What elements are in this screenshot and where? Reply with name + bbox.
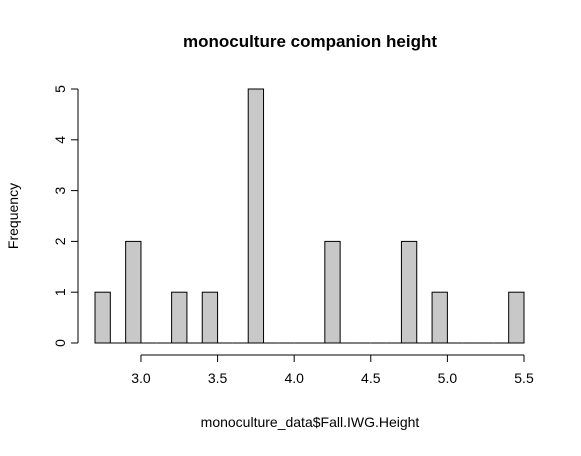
chart-title: monoculture companion height [183,32,437,51]
x-tick-label-4: 5.0 [438,370,458,386]
bars-group [94,88,525,344]
y-tick-label-4: 4 [52,136,68,144]
histogram-bar-20 [400,240,418,344]
y-tick-label-5: 5 [52,85,68,93]
x-tick-label-0: 3.0 [131,370,151,386]
x-tick-label-2: 4.0 [284,370,304,386]
x-tick-label-1: 3.5 [208,370,228,386]
x-axis: 3.0 3.5 4.0 4.5 5.0 5.5 [131,354,534,386]
histogram-bar-27 [508,291,525,344]
y-tick-label-0: 0 [52,339,68,347]
y-axis: 0 1 2 3 4 5 [52,85,79,347]
x-tick-label-3: 4.5 [361,370,381,386]
y-axis-label: Frequency [5,183,21,249]
histogram-bar-0 [94,291,111,344]
y-tick-label-3: 3 [52,186,68,194]
histogram-bar-7 [201,291,219,344]
y-tick-label-1: 1 [52,288,68,296]
histogram-bar-5 [171,291,188,344]
histogram-bar-22 [431,291,448,344]
x-tick-label-5: 5.5 [514,370,534,386]
x-axis-label: monoculture_data$Fall.IWG.Height [201,414,420,430]
histogram-bar-15 [324,240,341,344]
y-tick-label-2: 2 [52,237,68,245]
histogram-bar-2 [125,240,142,344]
histogram-bar-10 [247,88,265,344]
